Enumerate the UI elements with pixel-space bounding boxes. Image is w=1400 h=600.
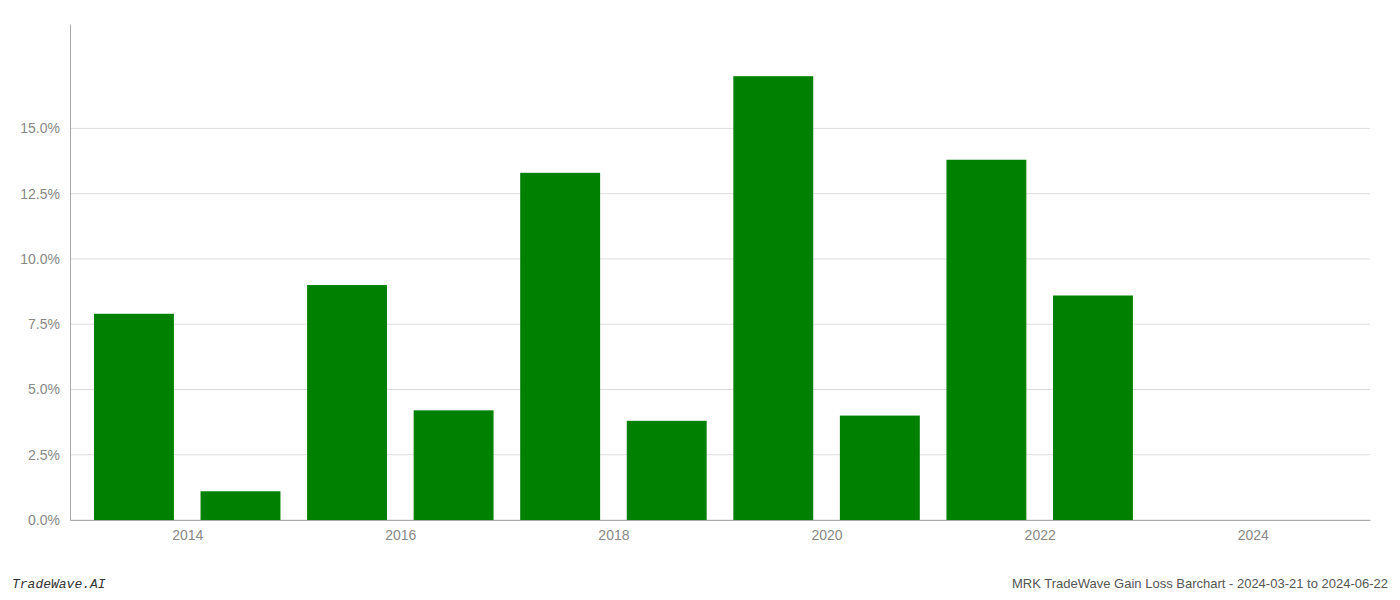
grid-line	[70, 454, 1370, 455]
grid-line	[70, 389, 1370, 390]
x-axis: 2014 2016 2018 2020 2022 2024	[71, 520, 1371, 543]
y-tick: 5.0%	[28, 381, 70, 397]
y-tick: 15.0%	[20, 120, 70, 136]
bar	[1160, 520, 1240, 521]
grid	[70, 128, 1370, 520]
y-tick-label: 5.0%	[28, 381, 60, 397]
x-tick: 2022	[1025, 520, 1056, 543]
x-tick: 2024	[1238, 520, 1269, 543]
y-axis-line	[70, 25, 71, 521]
x-tick-label: 2020	[811, 527, 842, 543]
y-tick: 10.0%	[20, 251, 70, 267]
plot: 2014 2016 2018 2020 2022 2024 0.0% 2.5% 5.0% 7.5%…	[20, 25, 1370, 543]
x-tick-label: 2024	[1238, 527, 1269, 543]
x-tick-label: 2018	[598, 527, 629, 543]
bar	[733, 76, 813, 520]
bar	[840, 416, 920, 520]
y-axis: 0.0% 2.5% 5.0% 7.5% 10.0% 12.5% 15.0%	[20, 25, 70, 528]
x-tick: 2020	[811, 520, 842, 543]
x-tick-label: 2014	[172, 527, 203, 543]
x-tick: 2014	[172, 520, 203, 543]
y-tick-label: 10.0%	[20, 251, 60, 267]
x-tick: 2016	[385, 520, 416, 543]
bar	[946, 160, 1026, 520]
grid-line	[70, 193, 1370, 194]
y-tick-label: 12.5%	[20, 186, 60, 202]
bar	[1053, 295, 1133, 520]
bar	[307, 285, 387, 520]
y-tick-label: 0.0%	[28, 512, 60, 528]
x-tick-label: 2016	[385, 527, 416, 543]
bar	[627, 421, 707, 520]
x-tick-label: 2022	[1025, 527, 1056, 543]
y-tick: 0.0%	[28, 512, 70, 528]
grid-line	[70, 324, 1370, 325]
footer-right: MRK TradeWave Gain Loss Barchart - 2024-…	[1012, 576, 1388, 591]
y-tick-label: 7.5%	[28, 316, 60, 332]
chart: 2014 2016 2018 2020 2022 2024 0.0% 2.5% 5.0% 7.5%…	[0, 0, 1400, 600]
bar	[414, 410, 494, 520]
bars	[94, 76, 1133, 520]
footer-left: TradeWave.AI	[12, 577, 106, 592]
grid-line	[70, 258, 1370, 259]
y-tick: 7.5%	[28, 316, 70, 332]
y-tick-label: 15.0%	[20, 120, 60, 136]
bar	[520, 173, 600, 520]
bar	[94, 314, 174, 520]
bar	[201, 491, 281, 520]
y-tick: 12.5%	[20, 186, 70, 202]
grid-line	[70, 128, 1370, 129]
x-axis-line	[71, 520, 1371, 521]
y-tick-label: 2.5%	[28, 447, 60, 463]
y-tick: 2.5%	[28, 447, 70, 463]
x-tick: 2018	[598, 520, 629, 543]
